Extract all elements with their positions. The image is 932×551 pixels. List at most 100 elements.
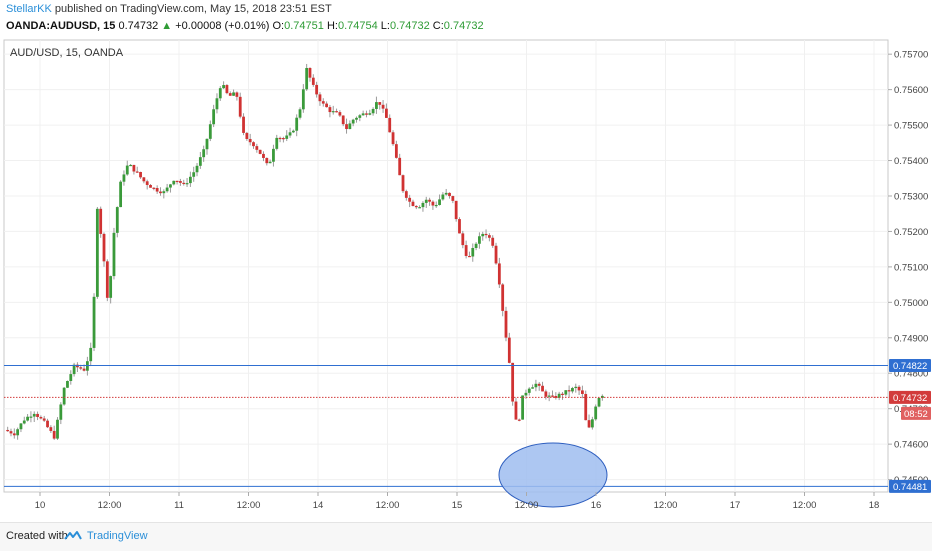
plot-frame — [3, 39, 889, 493]
candle-down — [155, 188, 159, 192]
candle-up — [112, 232, 116, 277]
candle-down — [384, 108, 388, 118]
price-chart[interactable]: AUD/USD, 15, OANDA 0.75700 0.75600 0.75500… — [0, 38, 932, 522]
candle-up — [590, 419, 594, 428]
footer: Created with TradingView — [0, 522, 932, 551]
candle-down — [491, 237, 495, 246]
candle-up — [29, 416, 33, 418]
x-tick-label: 16 — [591, 500, 602, 511]
candle-up — [291, 130, 295, 133]
candle-down — [561, 393, 564, 395]
candle-down — [152, 187, 156, 189]
x-tick-label: 18 — [869, 500, 880, 511]
candle-down — [338, 112, 342, 116]
publish-info: published on TradingView.com, May 15, 20… — [54, 3, 332, 15]
candle-down — [567, 390, 571, 392]
candle-up — [202, 149, 206, 158]
y-tick-label: 0.75400 — [894, 156, 928, 167]
candle-up — [198, 157, 202, 166]
candle-up — [418, 207, 422, 209]
tradingview-link[interactable]: TradingView — [87, 530, 148, 542]
level-price-label: 0.74822 — [893, 361, 927, 372]
price-axis[interactable]: 0.75700 0.75600 0.75500 0.75400 0.75300 0.752… — [888, 50, 928, 486]
candle-down — [132, 164, 136, 172]
candle-up — [534, 383, 538, 388]
candle-down — [394, 144, 398, 158]
candle-down — [541, 385, 544, 392]
candle-up — [125, 165, 129, 175]
symbol-label: OANDA:AUDUSD, 15 — [6, 20, 116, 32]
candle-down — [159, 191, 162, 194]
candle-up — [19, 423, 23, 430]
created-with-label: Created with — [6, 530, 68, 542]
candle-up — [222, 85, 226, 89]
candle-down — [464, 245, 468, 256]
candle-up — [574, 386, 578, 389]
y-tick-label: 0.75000 — [894, 298, 928, 309]
candle-up — [557, 393, 561, 398]
candle-up — [474, 243, 478, 248]
x-tick-label: 12:00 — [793, 500, 817, 511]
candle-down — [242, 116, 245, 133]
candle-up — [72, 364, 76, 375]
candle-down — [501, 284, 505, 311]
close-label: C: — [432, 20, 444, 32]
time-axis[interactable]: 10 12:00 11 12:00 14 12:00 15 12:00 16 12:00 17 12:… — [35, 492, 880, 511]
candle-down — [514, 401, 518, 420]
candle-up — [169, 184, 172, 188]
y-tick-label: 0.75200 — [894, 227, 928, 238]
candle-down — [258, 149, 262, 154]
candle-down — [345, 124, 348, 130]
candle-up — [162, 191, 166, 194]
candle-down — [408, 197, 412, 202]
candle-up — [481, 233, 485, 237]
candle-up — [331, 111, 335, 113]
candle-down — [76, 364, 79, 368]
candle-down — [102, 233, 106, 262]
chart-area[interactable]: AUD/USD, 15, OANDA 0.75700 0.75600 0.75500… — [0, 38, 932, 522]
grid-lines — [4, 40, 888, 492]
countdown-label: 08:52 — [904, 409, 928, 420]
candle-down — [398, 157, 402, 176]
candle-down — [282, 138, 285, 140]
candle-down — [52, 430, 56, 439]
candle-down — [311, 77, 315, 85]
candle-down — [551, 395, 554, 397]
candle-down — [504, 310, 508, 338]
candle-up — [524, 392, 528, 396]
candle-up — [26, 416, 29, 421]
candle-down — [255, 146, 259, 150]
x-tick-label: 15 — [452, 500, 463, 511]
candle-up — [564, 390, 568, 395]
x-tick-label: 12:00 — [515, 500, 539, 511]
candle-up — [56, 419, 59, 439]
author-link[interactable]: StellarKK — [6, 3, 52, 15]
x-tick-label: 11 — [174, 500, 184, 511]
x-tick-label: 14 — [313, 500, 324, 511]
candle-down — [381, 104, 385, 109]
candle-down — [142, 177, 146, 182]
candle-up — [348, 123, 352, 130]
y-tick-label: 0.75100 — [894, 262, 928, 273]
level-price-box — [889, 390, 931, 404]
candle-down — [411, 201, 415, 206]
y-tick-label: 0.74800 — [894, 369, 928, 380]
open-value: 0.74751 — [284, 20, 324, 32]
highlight-ellipse — [498, 442, 608, 508]
candle-down — [145, 181, 149, 185]
candle-down — [308, 67, 312, 78]
candle-down — [577, 386, 581, 391]
candle-down — [468, 255, 471, 258]
level-price-label: 0.74732 — [893, 393, 927, 404]
candle-down — [511, 362, 515, 402]
candle-up — [424, 199, 428, 203]
candle-up — [288, 132, 292, 136]
candle-down — [494, 245, 498, 264]
y-tick-label: 0.74600 — [894, 440, 928, 451]
candle-up — [89, 347, 93, 362]
candle-up — [597, 397, 601, 407]
candle-down — [544, 391, 548, 397]
candle-up — [185, 183, 189, 185]
candle-up — [301, 89, 305, 110]
candle-up — [218, 88, 222, 99]
